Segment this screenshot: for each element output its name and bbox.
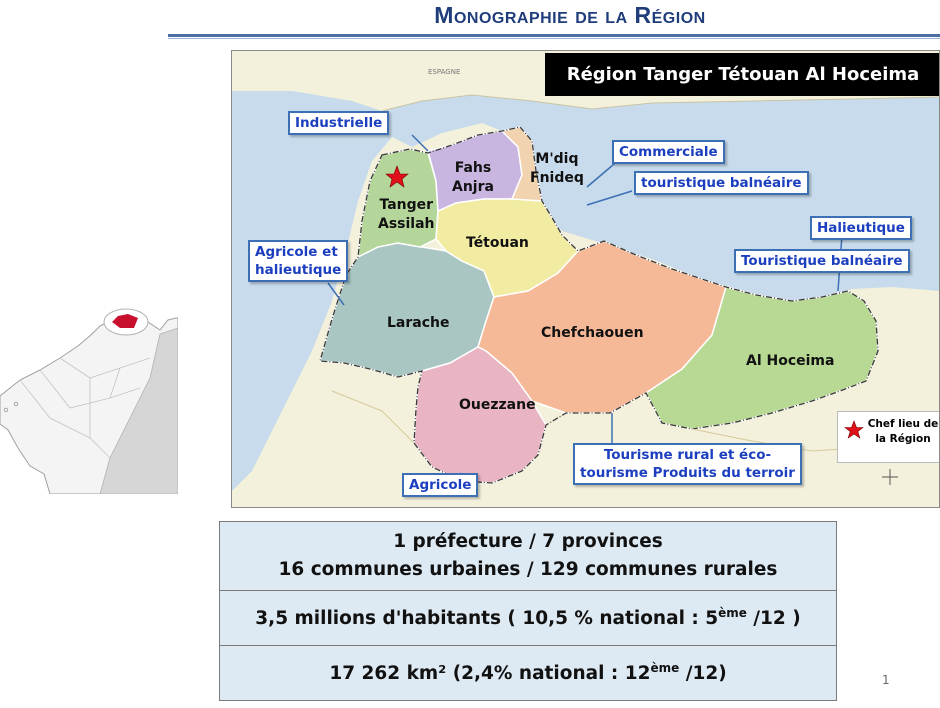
province-label-tetouan: Tétouan [466,235,529,251]
province-label-fahs-anjra: Fahs Anjra [452,160,494,195]
callout-agricole-halieutique: Agricole et halieutique [248,240,349,282]
province-label-mdiq-fnideq: M'diq Fnideq [530,151,584,186]
stats-row-area: 17 262 km² (2,4% national : 12ème /12) [329,661,727,685]
legend-star-icon [844,420,864,439]
callout-tourisme-rural: Tourisme rural et éco- tourisme Produits… [573,443,802,485]
title-underline [168,34,940,37]
morocco-locator-map [0,298,179,495]
region-border [319,126,879,484]
place-label-espagne: ESPAGNE [428,68,461,76]
region-highlight [112,314,138,328]
callout-halieutique: Halieutique [810,216,912,240]
province-label-tanger-assilah: Tanger Assilah [378,197,435,232]
callout-industrielle: Industrielle [288,111,390,135]
stats-table: 1 préfecture / 7 provinces 16 communes u… [219,521,837,701]
map-legend: Chef lieu de la Région [837,411,939,463]
province-label-ouezzane: Ouezzane [459,397,536,413]
callout-touristique-balneaire-2: Touristique balnéaire [734,249,910,273]
compass-icon [882,469,898,485]
callout-touristique-balneaire: touristique balnéaire [634,171,809,195]
province-label-chefchaouen: Chefchaouen [541,325,644,341]
province-label-al-hoceima: Al Hoceima [746,353,835,369]
legend-label: Chef lieu de la Région [867,418,939,445]
slide-title: Monographie de la Région [434,2,706,28]
morocco-locator-svg [0,298,179,495]
callout-agricole: Agricole [402,473,479,497]
atlantic [232,91,392,491]
province-label-larache: Larache [387,315,450,331]
stats-row-population: 3,5 millions d'habitants ( 10,5 % nation… [220,591,836,646]
title-underline-thin [168,38,940,39]
region-banner: Région Tanger Tétouan Al Hoceima [545,53,939,96]
capital-star-icon [385,165,409,188]
stats-row-administrative: 1 préfecture / 7 provinces 16 communes u… [220,522,836,591]
callout-commerciale: Commerciale [612,140,725,164]
region-map: Région Tanger Tétouan Al Hoceima ESPAGNE… [231,50,940,508]
page-number: 1 [882,673,890,687]
